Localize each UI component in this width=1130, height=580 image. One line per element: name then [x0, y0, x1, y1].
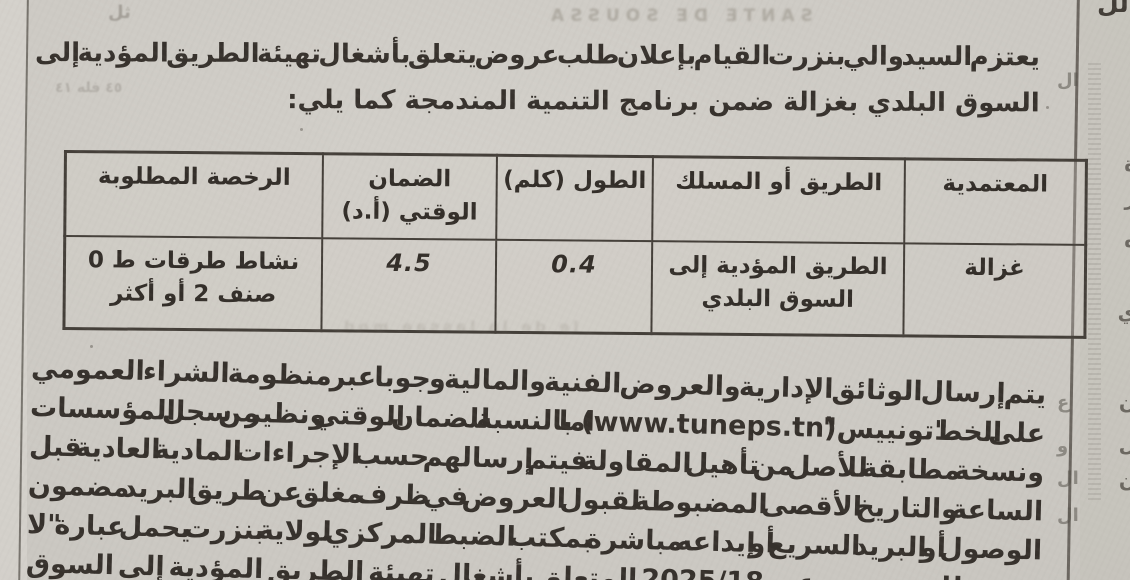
- bleed-through-text-top: SANTE DE SOUSSA: [545, 6, 813, 26]
- cell-road: الطريق المؤدية إلى السوق البلدي: [651, 241, 905, 336]
- right-margin-strip: [1080, 0, 1130, 580]
- notice-intro: يعتزم السيد والي بنزرت القيام بإعلان طلب…: [35, 30, 1040, 126]
- bleed-glyph-fragment: و: [1057, 436, 1069, 457]
- cell-license-line1: نشاط طرقات ط 0: [87, 247, 300, 276]
- fold-shadow-hatch: [1088, 60, 1101, 500]
- cell-temp-guarantee: 4.5: [321, 238, 497, 333]
- edge-glyph-fragment: ر: [1114, 186, 1130, 210]
- paper-speck: [300, 128, 303, 131]
- cell-delegation: غزالة: [903, 243, 1086, 338]
- tender-table: المعتمدية الطريق أو المسلك الطول (كلم) ا…: [62, 150, 1088, 339]
- intro-line-1: يعتزم السيد والي بنزرت القيام بإعلان طلب…: [35, 38, 1040, 73]
- edge-glyph-fragment: ن: [1118, 390, 1130, 414]
- table-row: غزالة الطريق المؤدية إلى السوق البلدي 0.…: [63, 236, 1086, 338]
- th-length-km: الطول (كلم): [496, 155, 653, 242]
- cell-road-line1: الطريق المؤدية إلى: [668, 252, 888, 281]
- edge-glyph-fragment: ه: [1114, 228, 1130, 252]
- faint-top-fragment: ثل: [108, 2, 131, 23]
- guarantee-value: 4.5: [386, 248, 432, 278]
- th-temp-guarantee-line2: الوقتي (أ.د): [341, 198, 478, 226]
- table-header-row: المعتمدية الطريق أو المسلك الطول (كلم) ا…: [64, 151, 1087, 245]
- corner-text-fragment: لل: [1097, 0, 1129, 18]
- edge-glyph-fragment: ن: [1118, 468, 1130, 492]
- th-required-license: الرخصة المطلوبة: [64, 151, 323, 239]
- faint-ink-marks: ٤٥ فله ٤١: [55, 80, 123, 96]
- length-value: 0.4: [551, 250, 597, 279]
- notice-body: يتم إرسال الوثائق الإدارية والعروض الفني…: [25, 349, 1047, 580]
- cell-license-line2: صنف 2 أو أكثر: [110, 280, 277, 308]
- bleed-glyph-fragment: ال: [1057, 468, 1079, 489]
- bleed-glyph-fragment: ال: [1057, 505, 1079, 526]
- edge-glyph-fragment: ل: [1118, 432, 1130, 456]
- cell-required-license: نشاط طرقات ط 0 صنف 2 أو أكثر: [63, 236, 323, 331]
- intro-line-2: السوق البلدي بغزالة ضمن برنامج التنمية ا…: [287, 85, 1040, 119]
- cell-length-km: 0.4: [495, 239, 653, 334]
- th-road: الطريق أو المسلك: [652, 156, 905, 244]
- th-temp-guarantee-line1: الضمان: [368, 165, 452, 193]
- bleed-glyph-fragment: ال: [1057, 70, 1079, 91]
- bleed-glyph-fragment: ع: [1057, 392, 1070, 413]
- paper-speck: [1046, 106, 1049, 109]
- edge-glyph-fragment: ي: [1117, 300, 1130, 324]
- paper-speck: [90, 345, 93, 348]
- tender-table-wrap: المعتمدية الطريق أو المسلك الطول (كلم) ا…: [62, 150, 1088, 339]
- th-temp-guarantee: الضمان الوقتي (أ.د): [322, 153, 497, 240]
- edge-glyph-fragment: ة: [1114, 152, 1130, 176]
- th-delegation: المعتمدية: [904, 158, 1087, 245]
- cell-road-line2: السوق البلدي: [701, 285, 855, 313]
